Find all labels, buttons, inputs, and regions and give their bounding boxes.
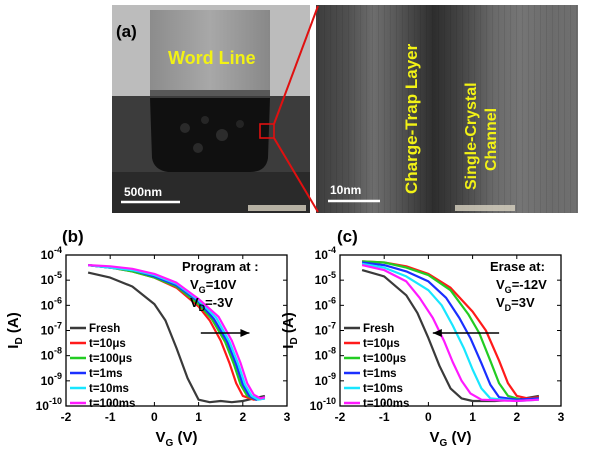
condition-vd: VD=-3V [190,295,233,313]
y-tick-label: 10-10 [310,396,336,413]
legend-label: t=100ms [89,398,135,410]
panel-label: (b) [62,227,84,246]
x-tick-label: 2 [513,410,520,424]
x-tick-label: 1 [469,410,476,424]
condition-vd: VD=3V [496,295,535,313]
legend-label: t=100ms [363,398,409,410]
x-tick-label: 2 [239,410,246,424]
y-tick-label: 10-6 [41,295,62,312]
series-line-2 [362,260,539,401]
legend-label: t=10μs [363,338,400,350]
x-axis-title: VG (V) [430,429,472,449]
chart-b: -2 -1 0 1 2 3 10-10 10-9 10-8 10-7 10-6 10-5 10-4(b)… [5,227,291,449]
scale-bar-right-label: 10nm [330,183,361,197]
x-axis-title: VG (V) [156,429,198,449]
tem-right-image: Charge-Trap Layer Single-Crystal Channel… [316,5,578,213]
panel-label: (c) [337,227,358,246]
legend-label: t=100μs [363,353,406,365]
y-tick-label: 10-6 [315,295,336,312]
y-tick-label: 10-7 [41,321,62,338]
y-tick-label: 10-8 [41,346,62,363]
charge-trap-layer-label: Charge-Trap Layer [402,43,421,194]
condition-vg: VG=-12V [496,277,547,295]
panel-a: Word Line 500nm (a) Charge-Trap Layer Si… [112,5,578,213]
y-tick-label: 10-4 [41,245,62,262]
x-tick-label: 0 [151,410,158,424]
legend-label: t=1ms [363,368,397,380]
zoom-line-bottom [273,137,319,213]
x-tick-label: 3 [558,410,565,424]
panel-a-label: (a) [116,22,137,41]
series-line-0 [87,271,266,404]
legend-label: t=10ms [363,383,403,395]
x-tick-label: -1 [379,410,390,424]
channel-label: Channel [483,108,500,171]
y-tick-label: 10-10 [36,396,62,413]
shift-arrow-head [432,329,442,338]
condition-title: Erase at: [490,259,545,274]
x-tick-label: -1 [105,410,116,424]
x-tick-label: -2 [61,410,72,424]
series-line-2 [87,264,266,401]
series-line-4 [361,262,539,403]
series-line-5 [361,264,539,403]
y-tick-label: 10-9 [315,371,336,388]
shift-arrow-head [240,329,250,338]
tem-left-image: Word Line 500nm [112,5,310,213]
legend-label: t=10ms [89,383,129,395]
word-line-label: Word Line [168,48,256,68]
y-axis-title: ID (A) [280,312,300,348]
series-line-4 [87,264,266,401]
y-tick-label: 10-4 [315,245,336,262]
x-tick-label: 1 [195,410,202,424]
y-tick-label: 10-5 [41,270,62,287]
x-tick-label: -2 [335,410,346,424]
condition-title: Program at : [182,259,259,274]
legend-label: t=100μs [89,353,132,365]
y-tick-label: 10-7 [315,321,336,338]
condition-vg: VG=10V [190,277,237,295]
x-tick-label: 3 [284,410,291,424]
y-tick-label: 10-8 [315,346,336,363]
y-axis-title: ID (A) [5,312,25,348]
chart-c: -2 -1 0 1 2 3 10-10 10-9 10-8 10-7 10-6 10-5 10-4(c)… [280,227,565,449]
scale-bar-left-label: 500nm [124,185,162,199]
legend-label: t=1ms [89,368,123,380]
zoom-line-top [273,5,319,125]
y-tick-label: 10-9 [41,371,62,388]
zoom-box [259,123,275,139]
legend-label: Fresh [89,323,120,335]
legend-label: t=10μs [89,338,126,350]
single-crystal-label: Single-Crystal [463,82,480,190]
series-line-3 [361,261,539,401]
x-tick-label: 0 [425,410,432,424]
y-tick-label: 10-5 [315,270,336,287]
legend-label: Fresh [363,323,394,335]
series-line-5 [88,264,266,400]
